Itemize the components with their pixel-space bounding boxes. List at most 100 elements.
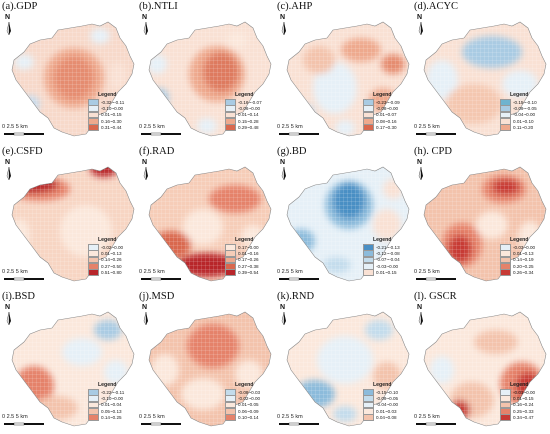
- legend-swatch: [363, 263, 374, 270]
- legend-item: -0.23~-0.09: [363, 98, 411, 106]
- legend-swatch: [500, 401, 511, 409]
- legend-item: 0.51~0.80: [88, 269, 136, 277]
- legend-title: Legend: [510, 382, 529, 388]
- study-area-map: [286, 21, 410, 137]
- study-area-map: [286, 166, 410, 282]
- legend-label: 0.39~0.54: [238, 270, 259, 276]
- legend-label: -0.16~-0.07: [238, 99, 262, 105]
- scale-bar: 0 2.5 5 km: [139, 124, 185, 140]
- north-label: N: [5, 159, 11, 166]
- scale-text: 0 2.5 5 km: [2, 414, 28, 420]
- scale-bar: 0 2.5 5 km: [2, 269, 48, 285]
- legend-item: 0.01~0.14: [225, 111, 273, 119]
- legend-swatch: [88, 408, 99, 415]
- legend-swatch: [500, 263, 511, 270]
- legend-label: 0.06~0.09: [238, 408, 259, 414]
- north-arrow-icon: N: [279, 304, 291, 326]
- legend-swatch: [88, 256, 99, 264]
- legend-label: -0.02~0.00: [238, 396, 261, 402]
- scale-bar: 0 2.5 5 km: [139, 269, 185, 285]
- legend-label: -0.06~0.00: [238, 106, 261, 112]
- legend-label: 0.14~0.19: [513, 257, 534, 263]
- legend-swatch: [225, 250, 236, 257]
- legend-item: 0.17~0.30: [363, 124, 411, 132]
- legend-swatch: [500, 414, 511, 422]
- scale-bar: 0 2.5 5 km: [139, 414, 185, 430]
- study-area-map: [423, 311, 547, 427]
- legend-label: 0.17~0.26: [238, 257, 259, 263]
- panel-title: (f).RAD: [139, 146, 175, 157]
- legend-label: 0.16~0.30: [101, 118, 122, 124]
- legend-label: 0.01~0.13: [513, 251, 534, 257]
- legend-label: -0.21~-0.13: [376, 244, 400, 250]
- panel-title: (d).ACYC: [414, 1, 459, 12]
- legend: Legend -0.32~-0.11 -0.10~0.00 0.01~0.15 0.16…: [88, 92, 136, 132]
- scale-text: 0 2.5 5 km: [139, 269, 165, 275]
- legend-label: -0.32~-0.11: [101, 99, 125, 105]
- legend-swatch: [500, 124, 511, 132]
- legend-label: -0.15~0.10: [376, 389, 399, 395]
- legend-swatch: [500, 243, 511, 251]
- legend-label: -0.09~0.05: [376, 396, 399, 402]
- legend-swatch: [88, 118, 99, 125]
- legend-item: 0.16~0.30: [88, 118, 136, 125]
- panel-title: (k).RND: [277, 291, 315, 302]
- legend-item: 0.17~0.00: [225, 243, 273, 251]
- legend-item: -0.02~0.00: [225, 395, 273, 402]
- legend-item: -0.08~0.03: [225, 388, 273, 396]
- legend-swatch: [363, 401, 374, 409]
- legend-label: 0.14~0.26: [101, 257, 122, 263]
- legend-label: 0.31~0.44: [101, 125, 122, 131]
- study-area-boundary: [11, 166, 135, 282]
- legend-label: 0.26~0.34: [513, 270, 534, 276]
- legend-label: -0.22~-0.11: [101, 389, 125, 395]
- legend-title: Legend: [373, 92, 392, 98]
- legend-title: Legend: [98, 382, 117, 388]
- legend-swatch: [225, 105, 236, 112]
- legend-label: -0.10~0.00: [101, 106, 124, 112]
- legend: Legend -0.22~-0.11 -0.10~0.00 0.01~0.04 0.05…: [88, 382, 136, 422]
- legend: Legend -0.02~0.00 0.01~0.13 0.14~0.26 0.27~0…: [88, 237, 136, 277]
- legend-swatch: [225, 401, 236, 409]
- study-area-map: [286, 311, 410, 427]
- study-area-boundary: [148, 21, 272, 137]
- legend-swatch: [363, 105, 374, 112]
- legend-swatch: [500, 111, 511, 119]
- panel-title: (h). CPD: [414, 146, 452, 157]
- scale-bar: 0 2.5 5 km: [414, 414, 460, 430]
- legend-swatch: [500, 269, 511, 277]
- legend: Legend -0.08~0.03 -0.02~0.00 0.01~0.05 0.06~…: [225, 382, 273, 422]
- legend-item: 0.01~0.15: [88, 111, 136, 119]
- legend-swatch: [225, 263, 236, 270]
- panel-ntli: (b).NTLI N 0 2.5 5 km Legend -0.16~-0.07 -0.0…: [137, 0, 274, 144]
- legend-swatch: [500, 105, 511, 112]
- study-area-boundary: [286, 21, 410, 137]
- legend-item: -0.10~0.00: [88, 105, 136, 112]
- legend-label: 0.51~0.80: [101, 270, 122, 276]
- legend-item: -0.08~0.00: [363, 105, 411, 112]
- legend-label: 0.20~0.25: [513, 263, 534, 269]
- study-area-map: [148, 21, 272, 137]
- scale-bar: 0 2.5 5 km: [277, 124, 323, 140]
- scale-text: 0 2.5 5 km: [139, 414, 165, 420]
- legend-label: 0.01~0.14: [238, 112, 259, 118]
- legend-swatch: [225, 395, 236, 402]
- legend-label: -0.01~0.00: [513, 389, 536, 395]
- north-arrow-icon: N: [141, 304, 153, 326]
- scale-text: 0 2.5 5 km: [277, 269, 303, 275]
- legend-label: -0.23~-0.09: [376, 99, 400, 105]
- legend-item: -0.04~0.00: [363, 401, 411, 409]
- legend: Legend -0.23~-0.09 -0.08~0.00 0.01~0.07 0.08…: [363, 92, 411, 132]
- panel-title: (l). GSCR: [414, 291, 457, 302]
- legend-swatch: [500, 256, 511, 264]
- scale-bar: 0 2.5 5 km: [414, 269, 460, 285]
- legend-label: 0.01~0.13: [101, 251, 122, 257]
- legend-swatch: [225, 256, 236, 264]
- legend-swatch: [363, 269, 374, 277]
- legend-item: 0.20~0.25: [500, 263, 548, 270]
- legend-item: 0.39~0.54: [225, 269, 273, 277]
- legend-item: 0.08~0.16: [363, 118, 411, 125]
- scale-text: 0 2.5 5 km: [414, 124, 440, 130]
- north-label: N: [417, 304, 423, 311]
